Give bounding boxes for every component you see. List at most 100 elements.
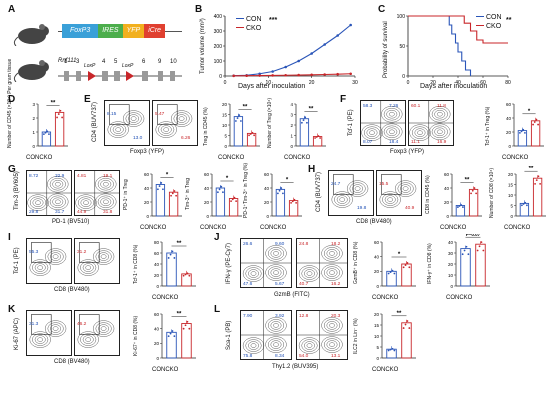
bar-chart-f: 0 20 40 60 *	[506, 102, 544, 149]
contour-ring	[273, 251, 279, 256]
contour-plot: 26.6 9.60 47.6 5.67	[241, 239, 291, 287]
y-tick-label: 20	[154, 341, 160, 346]
contour-ring	[95, 250, 112, 263]
bar-i-ylabel: Tcf-1⁺ in CD8 (%)	[133, 244, 139, 284]
gate-value: 13.0	[133, 135, 143, 141]
bar-chart-g3: 0 20 40 60 *	[264, 172, 302, 219]
gate-box	[381, 174, 402, 195]
gate-box	[157, 104, 178, 125]
sig-label: *	[286, 177, 289, 183]
data-point	[461, 253, 464, 256]
contour-ring	[29, 196, 47, 209]
gate-value: 46.2	[77, 321, 87, 327]
gate-value: 12.8	[299, 313, 309, 319]
gate-value: 31.2	[77, 249, 87, 255]
y-tick-label: 60	[154, 251, 160, 256]
bar-k-xlabels: CONCKO	[152, 367, 179, 373]
flow-i-ylabel: Tcf-1 (PE)	[14, 247, 20, 274]
bar-cko	[312, 136, 323, 147]
gate-box	[31, 242, 52, 263]
chart-c-legend-con: CON	[486, 14, 502, 21]
data-point	[297, 73, 300, 77]
data-point	[535, 179, 538, 181]
data-point	[46, 130, 49, 133]
bar-chart-g1: 0 20 40 60 *	[144, 172, 182, 219]
contour-ring	[324, 266, 341, 279]
bar-g1-xlabels: CONCKO	[140, 225, 167, 231]
contour-ring	[32, 333, 49, 346]
y-tick-label: 200	[214, 44, 223, 50]
data-point	[160, 182, 163, 184]
bar-con	[386, 348, 397, 359]
contour-ring	[326, 340, 338, 349]
y-tick-label: 20	[222, 102, 228, 107]
gate-value: 55.3	[29, 249, 39, 255]
flow-k-xlabel: CD8 (BV480)	[54, 359, 90, 365]
y-tick-label: 15	[222, 112, 228, 117]
contour-ring	[248, 341, 259, 350]
bar-l-xlabels: CONCKO	[372, 367, 399, 373]
y-tick-label: 20	[506, 130, 512, 135]
data-point	[173, 257, 176, 259]
gate-value: 5.67	[275, 281, 285, 287]
gate-value: 4.81	[77, 173, 87, 179]
y-tick-label: 60	[204, 172, 210, 177]
data-point	[293, 198, 296, 201]
contour-ring	[329, 342, 335, 347]
data-point	[391, 347, 394, 350]
contour-ring	[80, 333, 97, 346]
flow-f-xlabel: Foxp3 (YFP)	[390, 149, 425, 155]
data-point	[478, 245, 481, 248]
flow-i-xlabel: CD8 (BV480)	[54, 287, 90, 293]
chart-c-sig: **	[506, 17, 512, 24]
data-point	[471, 189, 474, 192]
gate-value: 24.7	[331, 181, 341, 187]
data-point	[169, 332, 172, 335]
chart-c-legend-cko: CKO	[486, 23, 502, 30]
contour-ring	[75, 194, 97, 211]
data-point	[295, 202, 298, 204]
data-point	[232, 74, 235, 78]
y-tick-label: 0	[376, 284, 379, 289]
data-point	[456, 206, 459, 208]
data-point	[182, 327, 185, 330]
gate-value: 8.07	[363, 139, 373, 145]
exon-label: 5	[114, 59, 118, 65]
contour-ring	[95, 322, 112, 335]
flow-e-xlabel: Foxp3 (YFP)	[130, 149, 165, 155]
data-point	[249, 133, 252, 135]
flow-g-xlabel: PD-1 (BV510)	[52, 219, 90, 225]
y-tick-label: 0	[206, 214, 209, 219]
data-point	[297, 59, 300, 63]
data-point	[522, 203, 525, 205]
data-point	[406, 320, 409, 322]
data-point	[290, 202, 292, 204]
data-point	[406, 262, 409, 264]
contour-plot: 24.7 19.8	[331, 174, 369, 211]
chart-b-legend-con: CON	[246, 16, 262, 23]
contour-plot: 4.81 19.1 44.9 31.8	[75, 171, 119, 215]
flow-j-ylabel: IFN-γ (PE-Cy7)	[226, 243, 232, 284]
contour-ring	[128, 114, 140, 123]
contour-ring	[45, 320, 67, 337]
contour-plot: 31.3	[29, 314, 67, 348]
flow-plot-l-cko: 12.8 20.3 54.0 13.1	[296, 310, 348, 360]
y-tick-label: 50	[399, 44, 405, 50]
tumor-volume-chart: 0 100 200 300 400 0 10 20 30	[214, 14, 358, 86]
gate-value: 11.1	[411, 139, 420, 145]
contour-ring	[97, 177, 114, 191]
contour-ring	[37, 265, 44, 270]
contour-ring	[301, 267, 318, 280]
bar-chart-g2: 0 20 40 60 *	[204, 172, 242, 219]
flow-plot-k-cko: 46.2	[74, 310, 120, 356]
panel-letter-c: C	[378, 4, 386, 15]
contour-plot: 7.90 3.92 75.8 8.34	[241, 311, 291, 359]
contour-ring	[50, 252, 62, 261]
gate-value: 31.3	[29, 321, 39, 327]
contour-ring	[95, 193, 117, 210]
contour-ring	[436, 111, 443, 117]
data-point	[271, 70, 274, 73]
bar-con	[166, 331, 177, 359]
contour-ring	[381, 105, 403, 123]
flow-e-ylabel: CD4 (BUV737)	[92, 101, 98, 142]
